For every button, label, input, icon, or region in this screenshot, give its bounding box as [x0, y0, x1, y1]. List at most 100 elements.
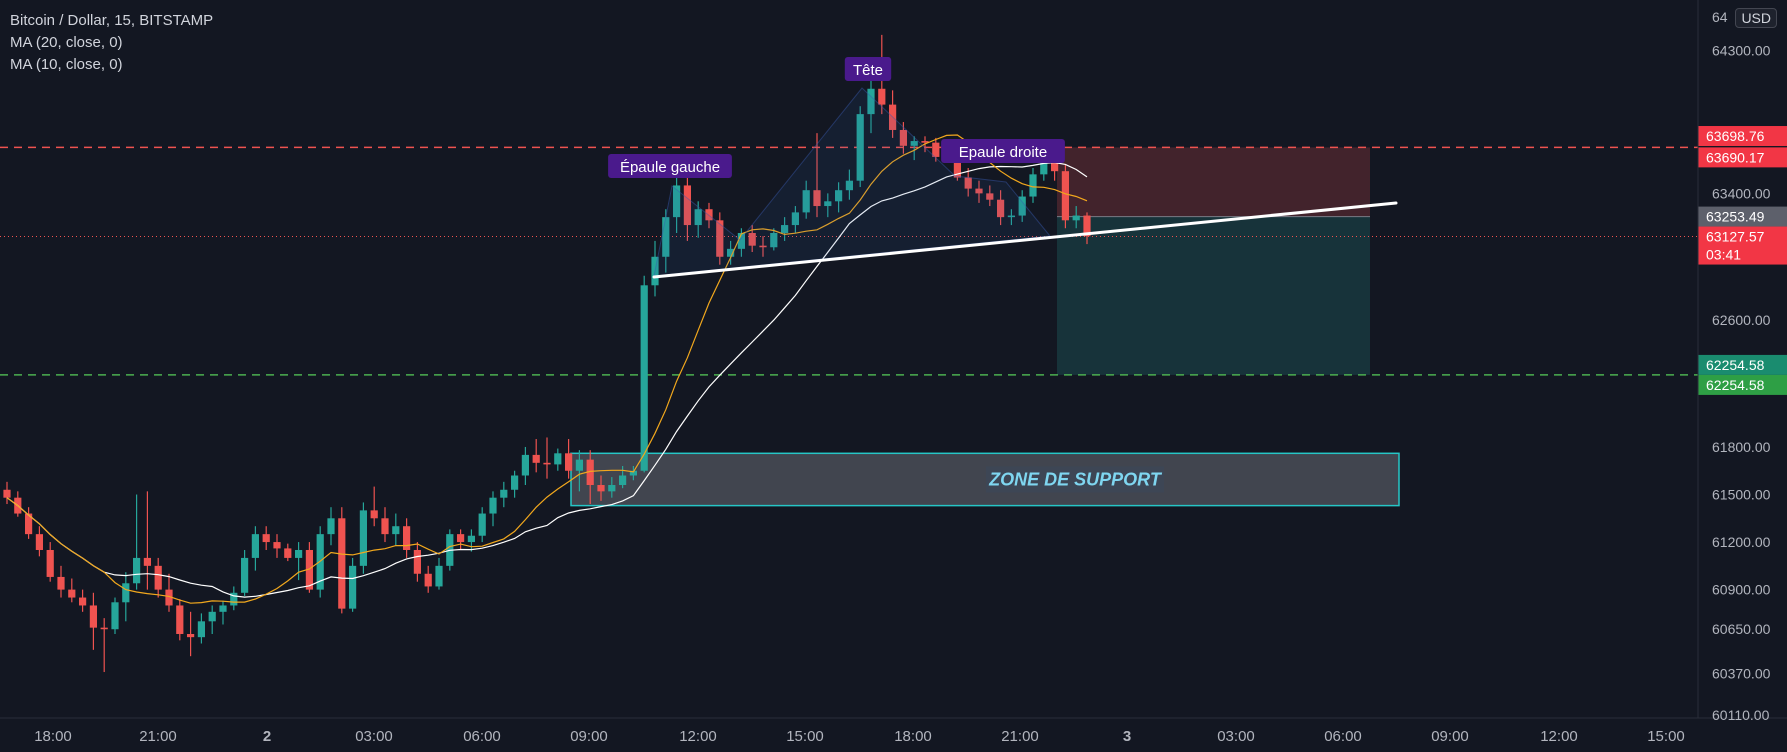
x-tick-label: 03:00 — [1217, 728, 1255, 745]
neckline[interactable] — [652, 201, 1398, 279]
candle-body — [554, 453, 562, 465]
candle-body — [35, 534, 43, 550]
stop-loss-zone — [1057, 147, 1370, 217]
candle-body — [403, 526, 411, 550]
x-tick-label: 09:00 — [1431, 728, 1469, 745]
candle-body — [381, 518, 389, 535]
candle-body — [3, 489, 11, 498]
candle-body — [694, 209, 702, 226]
y-tick-label: 61200.00 — [1712, 534, 1771, 550]
candle-body — [338, 518, 346, 609]
candle-body — [597, 485, 605, 492]
y-tick-label: 62600.00 — [1712, 312, 1771, 328]
price-tag — [1698, 126, 1787, 147]
candle-body — [262, 534, 270, 543]
candle-body — [208, 611, 216, 622]
candle-body — [770, 232, 778, 248]
x-tick-label: 18:00 — [894, 728, 932, 745]
head-shoulders-pattern — [653, 87, 1051, 277]
head-label[interactable]: Tête — [853, 62, 883, 79]
x-tick-label: 21:00 — [139, 728, 177, 745]
y-tick-label: 64 — [1712, 9, 1728, 25]
price-tag-label: 62254.58 — [1706, 357, 1765, 373]
candle-body — [791, 212, 799, 226]
candle-body — [370, 510, 378, 519]
candle-body — [467, 535, 475, 543]
price-tag — [1698, 226, 1787, 265]
candle-body — [176, 605, 184, 634]
candle-body — [143, 557, 151, 566]
ma10-legend[interactable]: MA (10, close, 0) — [10, 56, 123, 73]
countdown-label: 03:41 — [1706, 247, 1741, 263]
candle-body — [953, 148, 961, 178]
candle-body — [284, 548, 292, 558]
candle-body — [1040, 161, 1048, 175]
candle-body — [781, 225, 789, 233]
x-tick-label: 2 — [263, 728, 271, 745]
candle-body — [705, 209, 713, 221]
x-tick-label: 15:00 — [1647, 728, 1685, 745]
candle-body — [975, 188, 983, 194]
x-tick-label: 18:00 — [34, 728, 72, 745]
y-tick-label: 60110.00 — [1712, 707, 1770, 723]
y-tick-label: 60370.00 — [1712, 666, 1771, 682]
candle-body — [899, 129, 907, 146]
x-tick-label: 21:00 — [1001, 728, 1039, 745]
candle-body — [511, 475, 519, 490]
candle-body — [932, 142, 940, 157]
candle-body — [57, 576, 65, 590]
y-tick-label: 64300.00 — [1712, 43, 1771, 59]
candle-body — [856, 114, 864, 181]
head-label-bg — [844, 57, 892, 81]
candle-body — [154, 565, 162, 590]
x-tick-label: 03:00 — [355, 728, 393, 745]
right-shoulder-label-bg — [941, 139, 1065, 163]
candle-body — [1072, 215, 1080, 221]
candle-body — [219, 605, 227, 612]
y-tick-label: 60650.00 — [1712, 621, 1771, 637]
candle-body — [964, 177, 972, 189]
right-shoulder-label[interactable]: Epaule droite — [959, 144, 1047, 161]
candle-body — [737, 232, 745, 249]
y-tick-label: 61500.00 — [1712, 487, 1771, 503]
y-tick-label: 60900.00 — [1712, 582, 1771, 598]
candle-body — [802, 190, 810, 213]
candle-body — [878, 88, 886, 105]
candle-body — [1029, 174, 1037, 197]
candle-body — [1083, 215, 1091, 237]
candle-body — [273, 542, 281, 549]
symbol-title[interactable]: Bitcoin / Dollar, 15, BITSTAMP — [10, 12, 214, 29]
x-tick-label: 09:00 — [570, 728, 608, 745]
price-tag-label: 63127.57 — [1706, 229, 1765, 245]
x-tick-label: 15:00 — [786, 728, 824, 745]
candle-body — [489, 497, 497, 514]
candle-body — [575, 459, 583, 471]
candle-body — [651, 256, 659, 286]
candle-body — [241, 557, 249, 593]
ma20-legend[interactable]: MA (20, close, 0) — [10, 34, 123, 51]
candle-body — [1018, 196, 1026, 216]
candle-body — [392, 526, 400, 535]
candle-body — [619, 475, 627, 486]
candle-body — [79, 597, 87, 606]
candle-body — [824, 201, 832, 207]
candle-body — [608, 485, 616, 492]
price-tag — [1698, 354, 1787, 375]
left-shoulder-label[interactable]: Épaule gauche — [620, 159, 720, 176]
candle-body — [359, 510, 367, 566]
x-tick-label: 12:00 — [679, 728, 717, 745]
support-zone[interactable] — [570, 452, 1400, 507]
candle-body — [835, 190, 843, 202]
candle-body — [424, 573, 432, 587]
candle-body — [133, 557, 141, 584]
candle-body — [457, 534, 465, 543]
candle-body — [230, 592, 238, 606]
candle-body — [111, 602, 119, 630]
currency-button[interactable]: USD — [1735, 8, 1777, 28]
x-tick-label: 06:00 — [463, 728, 501, 745]
candle-body — [327, 518, 335, 535]
candle-body — [1061, 171, 1069, 221]
x-tick-label: 06:00 — [1324, 728, 1362, 745]
candle-body — [845, 180, 853, 191]
